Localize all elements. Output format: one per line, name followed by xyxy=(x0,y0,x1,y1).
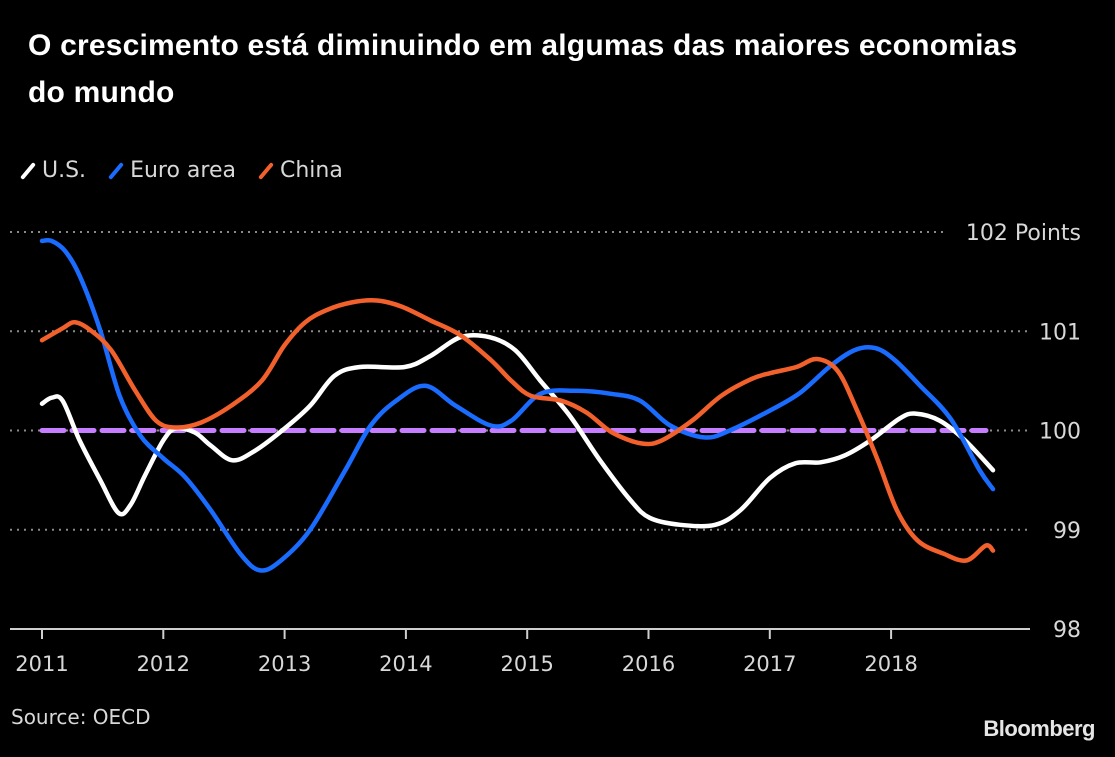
x-tick-label: 2011 xyxy=(15,652,68,676)
bloomberg-logo: Bloomberg xyxy=(983,716,1095,741)
y-tick-label: 100 xyxy=(1039,420,1081,445)
chart-title: O crescimento está diminuindo em algumas… xyxy=(28,29,1018,109)
y-axis: 98 99 100 101 102 Points xyxy=(966,221,1081,643)
legend-item-us: U.S. xyxy=(20,158,87,183)
x-tick-label: 2017 xyxy=(743,652,796,676)
y-tick-label: 99 xyxy=(1053,519,1081,544)
legend-label-us: U.S. xyxy=(42,158,87,183)
x-axis: 2011 2012 2013 2014 2015 2016 2017 2018 xyxy=(15,629,918,676)
x-tick-label: 2016 xyxy=(622,652,675,676)
series-line-china xyxy=(39,298,996,563)
y-tick-label: 98 xyxy=(1053,618,1081,643)
legend-item-euro-area: Euro area xyxy=(108,158,236,183)
legend-item-china: China xyxy=(258,158,343,183)
legend-label-euro-area: Euro area xyxy=(130,158,236,183)
x-tick-label: 2018 xyxy=(864,652,917,676)
source-note: Source: OECD xyxy=(11,705,151,729)
legend: U.S. Euro area China xyxy=(20,158,343,183)
series-lines xyxy=(39,237,996,573)
y-tick-label: 101 xyxy=(1039,320,1081,345)
series-line-euro-area xyxy=(39,237,996,573)
x-tick-label: 2012 xyxy=(137,652,190,676)
legend-label-china: China xyxy=(279,158,343,183)
x-tick-label: 2014 xyxy=(379,652,432,676)
y-tick-label: 102 Points xyxy=(966,221,1081,246)
x-tick-label: 2013 xyxy=(258,652,311,676)
x-tick-label: 2015 xyxy=(500,652,553,676)
